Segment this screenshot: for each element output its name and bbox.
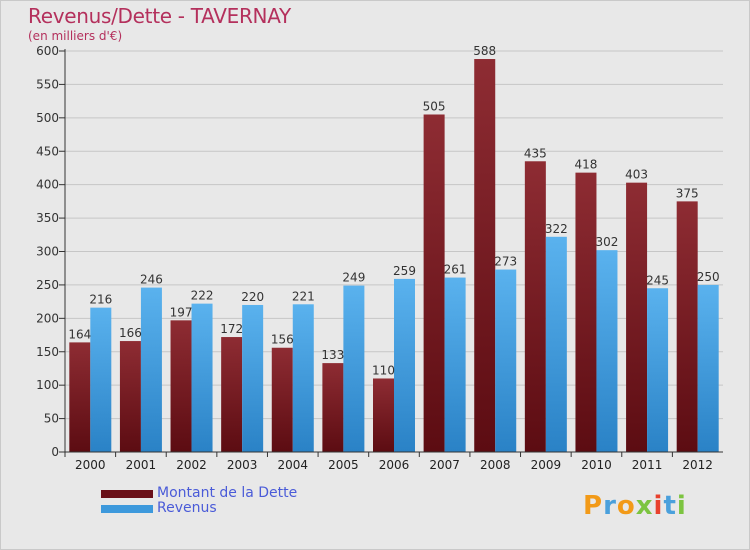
bar-revenus	[394, 278, 415, 452]
bar-dette	[575, 172, 597, 453]
x-tick-label: 2006	[379, 458, 410, 472]
data-label-dette: 375	[676, 186, 699, 200]
bar-revenus	[647, 288, 669, 452]
x-tick-label: 2001	[126, 458, 157, 472]
labels-layer: 164 216 166 246 197 222 172 220 156 221 133 249 110 2…	[68, 44, 719, 377]
bar-dette	[676, 201, 698, 452]
bar-revenus	[444, 277, 466, 452]
y-tick-label: 300	[36, 245, 59, 259]
logo-letter: x	[635, 491, 654, 521]
data-label-dette: 164	[68, 327, 91, 341]
y-tick-label: 100	[36, 378, 59, 392]
data-label-revenus: 259	[393, 264, 416, 278]
bar-revenus	[191, 303, 213, 452]
logo-letter: i	[653, 491, 664, 521]
bar-dette	[69, 342, 91, 452]
data-label-revenus: 322	[545, 222, 568, 236]
x-tick-label: 2008	[480, 458, 511, 472]
bar-revenus	[242, 304, 264, 452]
x-tick-label: 2004	[277, 458, 308, 472]
data-label-dette: 166	[119, 326, 142, 340]
y-tick-label: 200	[36, 311, 59, 325]
bar-revenus	[140, 287, 162, 452]
data-label-revenus: 273	[494, 255, 517, 269]
data-label-dette: 133	[321, 348, 344, 362]
legend-swatch-dette	[101, 490, 153, 498]
bar-revenus	[697, 284, 719, 452]
data-label-revenus: 222	[191, 289, 214, 303]
bar-revenus	[495, 269, 517, 452]
data-label-dette: 110	[372, 363, 395, 377]
y-tick-label: 0	[51, 445, 59, 459]
bars-layer	[69, 59, 719, 453]
bar-dette	[474, 59, 496, 453]
y-tick-label: 350	[36, 211, 59, 225]
bar-revenus	[292, 304, 314, 452]
bar-revenus	[545, 236, 567, 452]
data-label-revenus: 302	[596, 235, 619, 249]
y-tick-label: 400	[36, 178, 59, 192]
x-tick-label: 2011	[632, 458, 663, 472]
data-label-revenus: 216	[89, 293, 112, 307]
bar-dette	[423, 114, 445, 452]
data-label-revenus: 221	[292, 289, 315, 303]
bar-dette	[373, 378, 394, 452]
data-label-revenus: 246	[140, 273, 163, 287]
y-tick-label: 550	[36, 77, 59, 91]
x-tick-label: 2007	[429, 458, 460, 472]
bar-dette	[626, 182, 648, 452]
y-tick-label: 250	[36, 278, 59, 292]
data-label-dette: 505	[423, 99, 446, 113]
chart-subtitle: (en milliers d'€)	[28, 29, 123, 43]
logo-letter: r	[603, 491, 617, 521]
data-label-dette: 197	[170, 305, 193, 319]
data-label-dette: 156	[271, 333, 294, 347]
y-tick-label: 500	[36, 111, 59, 125]
bar-revenus	[343, 285, 365, 452]
legend-swatch-revenus	[101, 505, 153, 513]
bar-revenus	[596, 250, 618, 452]
x-tick-label: 2000	[75, 458, 106, 472]
data-label-revenus: 261	[444, 263, 467, 277]
x-tick-label: 2005	[328, 458, 359, 472]
bar-dette	[221, 337, 243, 452]
data-label-dette: 403	[625, 168, 648, 182]
x-tick-label: 2012	[682, 458, 713, 472]
y-tick-label: 150	[36, 345, 59, 359]
logo-letter: P	[583, 491, 604, 521]
x-tick-label: 2003	[227, 458, 258, 472]
data-label-revenus: 245	[646, 273, 669, 287]
logo-letter: t	[663, 491, 677, 521]
y-tick-label: 50	[44, 412, 59, 426]
data-label-dette: 435	[524, 146, 547, 160]
logo-letter: o	[616, 491, 636, 521]
x-tick-label: 2002	[176, 458, 207, 472]
data-label-revenus: 220	[241, 290, 264, 304]
data-label-dette: 418	[575, 158, 598, 172]
bar-dette	[271, 347, 293, 452]
bar-dette	[170, 320, 192, 452]
data-label-revenus: 250	[697, 270, 720, 284]
data-label-dette: 588	[473, 44, 496, 58]
bar-dette	[322, 363, 344, 452]
y-tick-label: 450	[36, 144, 59, 158]
logo-letter: i	[676, 491, 687, 521]
legend-label-revenus: Revenus	[157, 500, 217, 516]
chart-title: Revenus/Dette - TAVERNAY	[28, 4, 291, 28]
x-tick-label: 2010	[581, 458, 612, 472]
y-tick-label: 600	[36, 44, 59, 58]
proxiti-logo: Proxiti	[583, 491, 687, 521]
data-label-revenus: 249	[342, 271, 365, 285]
data-label-dette: 172	[220, 322, 243, 336]
axis-layer: 0 50 100 150 200 250 300 350 400 450 500 550 600 2000…	[36, 44, 723, 472]
bar-revenus	[90, 307, 112, 452]
bar-dette	[524, 161, 546, 452]
x-tick-label: 2009	[531, 458, 562, 472]
bar-dette	[119, 341, 141, 452]
legend-label-dette: Montant de la Dette	[157, 485, 298, 501]
